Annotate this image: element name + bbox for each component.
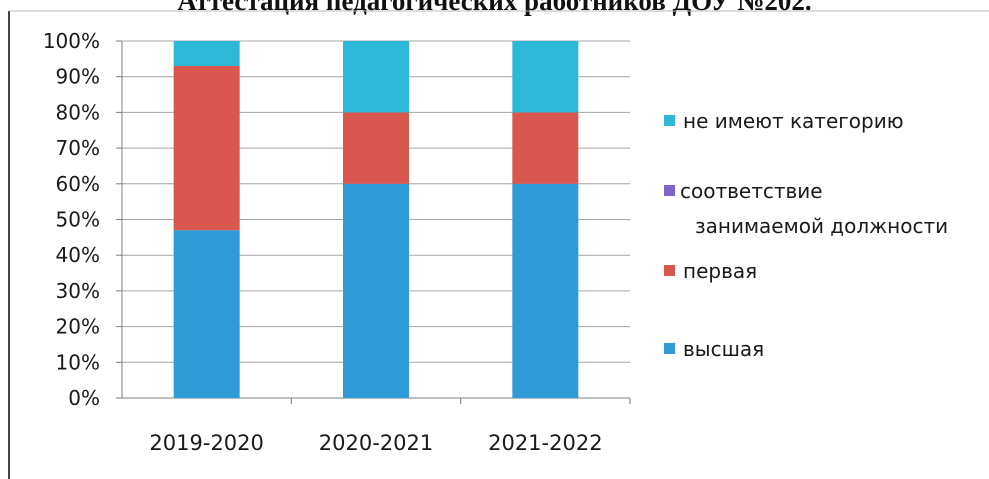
bar-segment	[343, 112, 409, 184]
y-tick-label: 10%	[56, 350, 100, 374]
bar-segment	[512, 41, 579, 113]
legend-marker	[664, 185, 675, 196]
legend-label: занимаемой должности	[695, 214, 948, 238]
legend-marker	[664, 115, 675, 126]
y-tick-label: 30%	[56, 279, 100, 303]
bar-segment	[173, 230, 240, 398]
bar-segment	[343, 183, 409, 398]
y-tick-label: 40%	[56, 243, 100, 267]
y-tick-label: 80%	[56, 100, 100, 124]
legend-label: первая	[683, 259, 757, 283]
y-tick-label: 60%	[56, 172, 100, 196]
bar-segment	[173, 65, 240, 231]
x-category-label: 2020-2021	[319, 431, 433, 455]
y-tick-label: 90%	[56, 65, 100, 89]
x-category-label: 2019-2020	[149, 431, 263, 455]
bar-segment	[512, 183, 579, 398]
y-tick-label: 100%	[43, 29, 100, 53]
bar-segment	[173, 41, 240, 66]
chart-title: Аттестация педагогических работников ДОУ…	[177, 0, 812, 16]
legend-label: высшая	[683, 337, 764, 361]
y-tick-label: 0%	[68, 386, 100, 410]
y-tick-label: 70%	[56, 136, 100, 160]
y-tick-label: 50%	[56, 208, 100, 232]
legend-label: соответствие	[680, 179, 823, 203]
legend-marker	[664, 343, 675, 354]
x-category-label: 2021-2022	[488, 431, 602, 455]
bar-segment	[512, 112, 579, 184]
legend-label: не имеют категорию	[683, 109, 904, 133]
bar-segment	[343, 41, 409, 113]
y-tick-label: 20%	[56, 315, 100, 339]
legend-marker	[664, 265, 675, 276]
